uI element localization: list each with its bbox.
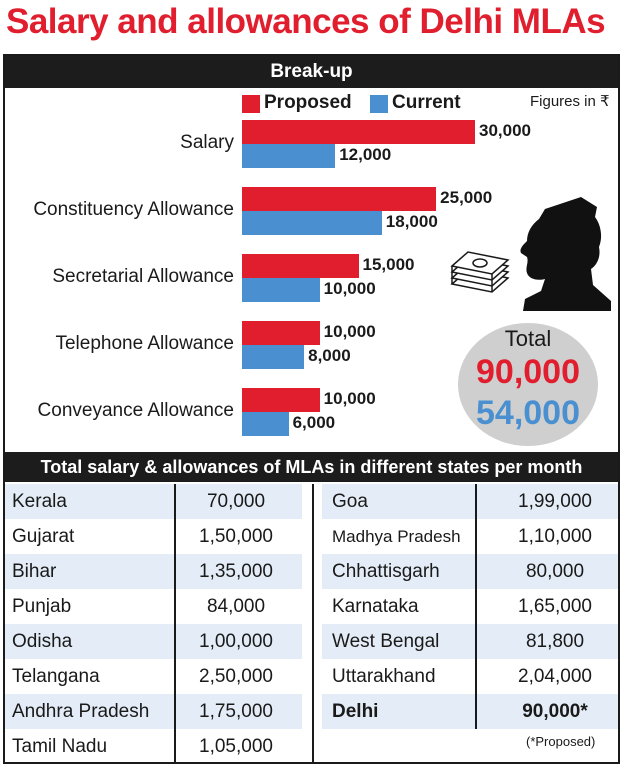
table-column-divider (475, 484, 477, 729)
right-state-name: West Bengal (332, 631, 440, 652)
total-proposed-value: 90,000 (476, 353, 580, 391)
left-state-name: Andhra Pradesh (12, 701, 150, 722)
proposed-bar (242, 187, 437, 211)
left-state-amount: 2,50,000 (199, 666, 273, 687)
category-label: Conveyance Allowance (37, 400, 234, 421)
right-state-name: Karnataka (332, 596, 419, 617)
proposed-bar (242, 388, 320, 412)
current-bar (242, 345, 305, 369)
table-row-shade (5, 694, 302, 729)
right-state-amount: 2,04,000 (518, 666, 592, 687)
left-state-name: Telangana (12, 666, 100, 687)
left-state-name: Gujarat (12, 526, 75, 547)
right-state-amount: 90,000* (522, 701, 588, 722)
left-state-amount: 84,000 (206, 596, 266, 617)
proposed-value-label: 30,000 (479, 121, 531, 140)
proposed-bar (242, 254, 359, 278)
current-value-label: 18,000 (385, 212, 438, 231)
left-state-amount: 1,50,000 (199, 526, 273, 547)
left-state-amount: 1,05,000 (199, 736, 273, 757)
left-state-amount: 70,000 (206, 491, 266, 512)
proposed-value-label: 10,000 (323, 322, 376, 341)
table-row-shade (5, 624, 302, 659)
money-stack-icon (450, 251, 510, 293)
current-value-label: 8,000 (308, 346, 351, 365)
left-state-name: Kerala (12, 491, 67, 512)
page-title: Salary and allowances of Delhi MLAs (6, 2, 606, 41)
legend-proposed-label: Proposed (264, 92, 352, 113)
legend-current-swatch (370, 95, 388, 113)
legend-proposed-swatch (242, 95, 260, 113)
table-row-shade (322, 554, 618, 589)
table-column-divider (174, 484, 176, 764)
left-state-amount: 1,75,000 (199, 701, 273, 722)
politician-silhouette-icon (520, 197, 611, 311)
breakup-header: Break-up (5, 56, 618, 88)
total-circle (458, 323, 598, 446)
states-table-header: Total salary & allowances of MLAs in dif… (5, 452, 618, 482)
left-state-name: Punjab (12, 596, 72, 617)
proposed-value-label: 25,000 (440, 188, 493, 207)
right-state-name: Uttarakhand (332, 666, 436, 687)
left-state-amount: 1,35,000 (199, 561, 273, 582)
current-value-label: 10,000 (323, 279, 376, 298)
table-row-shade (5, 484, 302, 519)
table-column-divider (312, 484, 314, 764)
figures-unit-note: Figures in ₹ (530, 93, 610, 110)
category-label: Constituency Allowance (33, 199, 234, 220)
current-bar (242, 278, 320, 302)
right-state-name: Madhya Pradesh (332, 527, 461, 546)
proposed-footnote: (*Proposed) (526, 734, 596, 749)
right-state-amount: 1,65,000 (518, 596, 592, 617)
current-bar (242, 211, 382, 235)
table-row-shade (322, 484, 618, 519)
right-state-amount: 1,99,000 (518, 491, 592, 512)
left-state-name: Tamil Nadu (12, 736, 108, 757)
total-label: Total (504, 326, 552, 351)
category-label: Telephone Allowance (55, 333, 234, 354)
current-bar (242, 144, 336, 168)
proposed-value-label: 15,000 (362, 255, 415, 274)
right-state-name: Goa (332, 491, 368, 512)
table-row-shade (322, 624, 618, 659)
left-state-amount: 1,00,000 (199, 631, 273, 652)
infographic-frame (3, 54, 620, 764)
table-row-shade (322, 694, 618, 729)
right-state-amount: 80,000 (525, 561, 585, 582)
left-state-name: Bihar (12, 561, 57, 582)
current-bar (242, 412, 289, 436)
table-row-shade (5, 554, 302, 589)
right-state-amount: 1,10,000 (518, 526, 592, 547)
proposed-bar (242, 120, 475, 144)
legend-current-label: Current (392, 92, 461, 113)
left-state-name: Odisha (12, 631, 73, 652)
current-value-label: 12,000 (339, 145, 392, 164)
right-state-amount: 81,800 (525, 631, 585, 652)
category-label: Secretarial Allowance (52, 266, 234, 287)
current-value-label: 6,000 (292, 413, 336, 432)
total-current-value: 54,000 (476, 394, 580, 432)
proposed-bar (242, 321, 320, 345)
category-label: Salary (180, 132, 234, 153)
right-state-name: Delhi (332, 701, 379, 722)
proposed-value-label: 10,000 (323, 389, 376, 408)
right-state-name: Chhattisgarh (332, 561, 440, 582)
